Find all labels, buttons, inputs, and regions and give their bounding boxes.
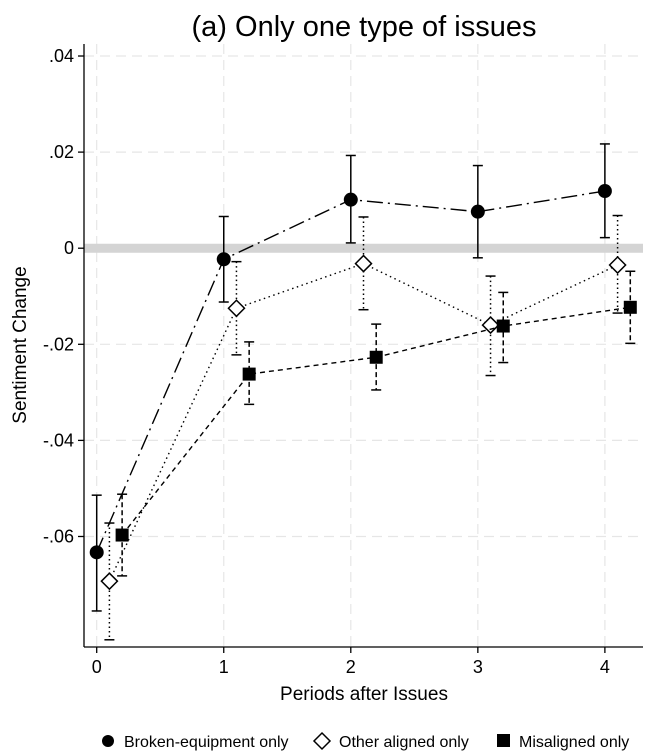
point-misaligned-only-2 bbox=[369, 350, 383, 364]
y-tick-label-3: -.02 bbox=[43, 334, 74, 354]
legend-label-other-aligned: Other aligned only bbox=[339, 734, 469, 751]
point-broken-equipment-only-4 bbox=[597, 184, 612, 199]
legend-label-broken-equipment: Broken-equipment only bbox=[124, 734, 289, 751]
legend: Broken-equipment only Other aligned only… bbox=[102, 731, 629, 751]
chart-title: (a) Only one type of issues bbox=[192, 11, 537, 43]
x-tick-label-2: 2 bbox=[346, 657, 356, 677]
point-broken-equipment-only-2 bbox=[343, 192, 358, 207]
point-broken-equipment-only-0 bbox=[89, 545, 104, 560]
y-tick-label-4: -.04 bbox=[43, 430, 74, 450]
point-broken-equipment-only-1 bbox=[216, 252, 231, 267]
point-misaligned-only-0 bbox=[115, 528, 129, 542]
x-tick-label-0: 0 bbox=[92, 657, 102, 677]
y-tick-label-0: .04 bbox=[49, 46, 74, 66]
point-misaligned-only-3 bbox=[496, 319, 510, 333]
point-misaligned-only-1 bbox=[242, 367, 256, 381]
x-tick-label-4: 4 bbox=[600, 657, 610, 677]
point-other-aligned-only-4 bbox=[608, 255, 627, 275]
legend-marker-misaligned bbox=[497, 734, 510, 747]
x-tick-label-1: 1 bbox=[219, 657, 229, 677]
legend-label-misaligned: Misaligned only bbox=[519, 734, 629, 751]
x-axis-label: Periods after Issues bbox=[280, 684, 448, 705]
point-other-aligned-only-3 bbox=[481, 316, 500, 335]
y-tick-label-5: -.06 bbox=[43, 526, 74, 546]
x-tick-label-3: 3 bbox=[473, 657, 483, 677]
y-tick-label-2: 0 bbox=[64, 238, 74, 258]
series-line-other-aligned-only bbox=[108, 262, 618, 582]
legend-marker-other-aligned bbox=[312, 731, 332, 751]
point-other-aligned-only-0 bbox=[100, 572, 119, 591]
point-other-aligned-only-1 bbox=[227, 299, 246, 318]
y-axis-label: Sentiment Change bbox=[10, 266, 31, 423]
legend-marker-broken-equipment bbox=[102, 735, 114, 747]
y-tick-label-1: .02 bbox=[49, 142, 74, 162]
point-other-aligned-only-2 bbox=[354, 254, 373, 273]
point-misaligned-only-4 bbox=[623, 300, 637, 314]
point-broken-equipment-only-3 bbox=[470, 204, 485, 219]
